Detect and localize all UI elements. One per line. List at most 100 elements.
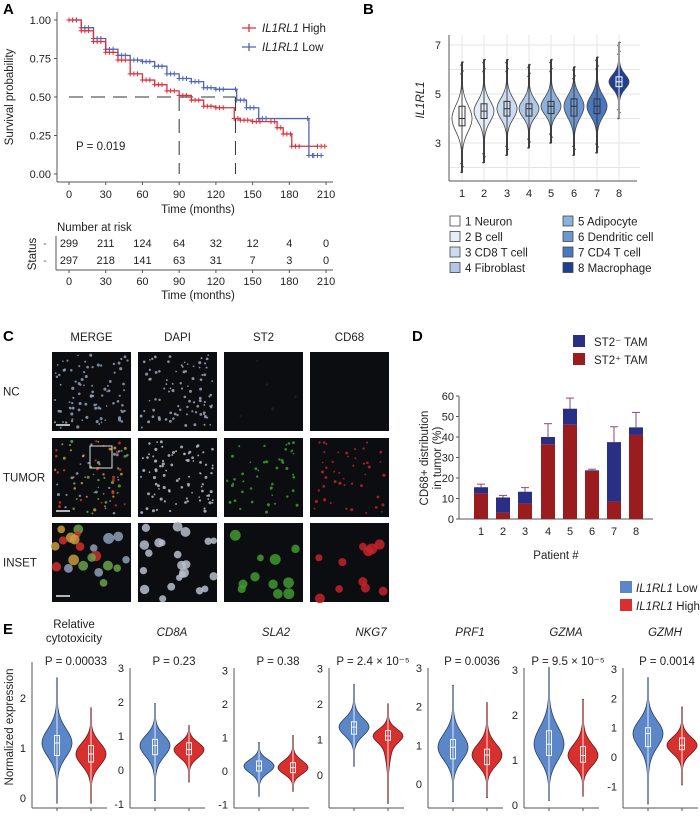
subplot-title: GZMH — [648, 627, 683, 639]
legend-swatch — [562, 246, 574, 258]
cell-signal — [78, 560, 89, 571]
censor-mark-low — [251, 105, 257, 111]
risk-count: 218 — [97, 255, 115, 267]
cell-signal — [186, 500, 189, 503]
cell-signal — [73, 487, 77, 490]
cell-signal — [148, 378, 151, 381]
cell-signal — [278, 458, 281, 461]
cell-signal — [56, 483, 59, 486]
cell-signal — [97, 498, 100, 500]
bar-st2-pos-4 — [541, 444, 555, 519]
cell-signal — [266, 503, 270, 507]
p-value: P = 0.0014 — [639, 656, 695, 668]
cell-signal — [365, 512, 368, 514]
risk-x-tick-label: 150 — [243, 276, 261, 288]
cell-signal — [84, 476, 86, 478]
cell-signal — [145, 372, 149, 376]
cell-signal — [183, 395, 187, 399]
y-tick-label: 0 — [611, 752, 617, 764]
y-tick-label: 1 — [416, 740, 422, 752]
bar-st2-pos-5 — [563, 424, 577, 519]
cell-signal — [184, 370, 188, 373]
cell-signal — [199, 472, 201, 474]
censor-mark-high — [278, 125, 284, 131]
cell-signal — [122, 556, 130, 564]
cell-signal — [59, 409, 62, 413]
cell-signal — [178, 477, 181, 480]
cell-signal — [103, 476, 106, 479]
y-tick-label: 0 — [416, 779, 422, 791]
p-value: P = 9.5 × 10⁻⁵ — [531, 656, 605, 668]
cell-signal — [106, 390, 108, 393]
cell-signal — [211, 464, 214, 467]
cell-signal — [317, 489, 320, 492]
censor-mark-high — [296, 143, 302, 149]
cell-signal — [181, 365, 184, 368]
cell-signal — [292, 475, 296, 479]
cell-signal — [143, 410, 146, 413]
cell-signal — [78, 494, 82, 498]
cell-signal — [114, 504, 117, 507]
cell-signal — [117, 361, 121, 365]
cell-signal — [347, 455, 349, 458]
cell-signal — [62, 469, 66, 472]
cell-signal — [118, 441, 121, 445]
cell-signal — [268, 579, 278, 589]
cell-signal — [93, 491, 96, 494]
cell-signal — [257, 469, 260, 472]
cell-signal — [89, 353, 93, 357]
y-tick-label: 5 — [435, 89, 441, 101]
cell-signal — [194, 411, 198, 414]
micrograph-background — [224, 438, 303, 517]
x-tick-label: 8 — [633, 526, 639, 538]
cell-signal — [151, 495, 154, 498]
cell-signal — [82, 454, 85, 457]
cell-signal — [175, 479, 179, 482]
cell-signal — [180, 527, 191, 537]
legend-label: 2 B cell — [465, 232, 503, 244]
cell-signal — [78, 365, 81, 368]
cell-signal — [203, 423, 206, 426]
violin-low-box — [645, 727, 651, 748]
cell-signal — [156, 484, 160, 488]
x-tick-label: 7 — [594, 188, 600, 200]
censor-mark-high — [288, 131, 294, 137]
legend-label: ST2⁻ TAM — [594, 337, 648, 349]
y-tick-label: 30 — [442, 453, 454, 465]
y-tick-label: 1 — [222, 733, 228, 745]
cell-signal — [362, 447, 365, 450]
cell-signal — [202, 451, 205, 454]
cell-signal — [331, 460, 334, 464]
cell-signal — [286, 495, 289, 498]
cell-signal — [70, 412, 74, 416]
km-curve-low — [69, 19, 314, 157]
cell-signal — [57, 505, 61, 508]
row-label: NC — [3, 387, 20, 399]
cell-signal — [65, 493, 68, 496]
y-tick-label: 1 — [317, 735, 323, 747]
cell-signal — [230, 454, 234, 458]
risk-count: 32 — [210, 238, 222, 250]
y-tick-label: 0 — [512, 800, 518, 812]
cell-signal — [201, 483, 204, 486]
cell-signal — [123, 389, 125, 392]
cell-signal — [117, 478, 120, 481]
y-tick-label: 1.00 — [30, 15, 51, 27]
cell-signal — [163, 387, 166, 390]
y-tick-label: 0.25 — [30, 131, 51, 143]
cell-signal — [329, 502, 332, 504]
cell-signal — [186, 458, 190, 463]
cell-signal — [93, 508, 97, 512]
cell-signal — [374, 506, 378, 509]
cell-signal — [379, 460, 382, 463]
cell-signal — [211, 380, 214, 382]
cell-signal — [292, 473, 295, 476]
x-tick-label: 8 — [616, 188, 622, 200]
violin-4-box — [525, 103, 533, 117]
censor-mark-high — [122, 57, 128, 63]
cell-signal — [191, 456, 194, 460]
cell-signal — [123, 409, 126, 412]
cell-signal — [139, 414, 143, 418]
cell-signal — [85, 415, 89, 419]
cell-signal — [204, 362, 207, 365]
